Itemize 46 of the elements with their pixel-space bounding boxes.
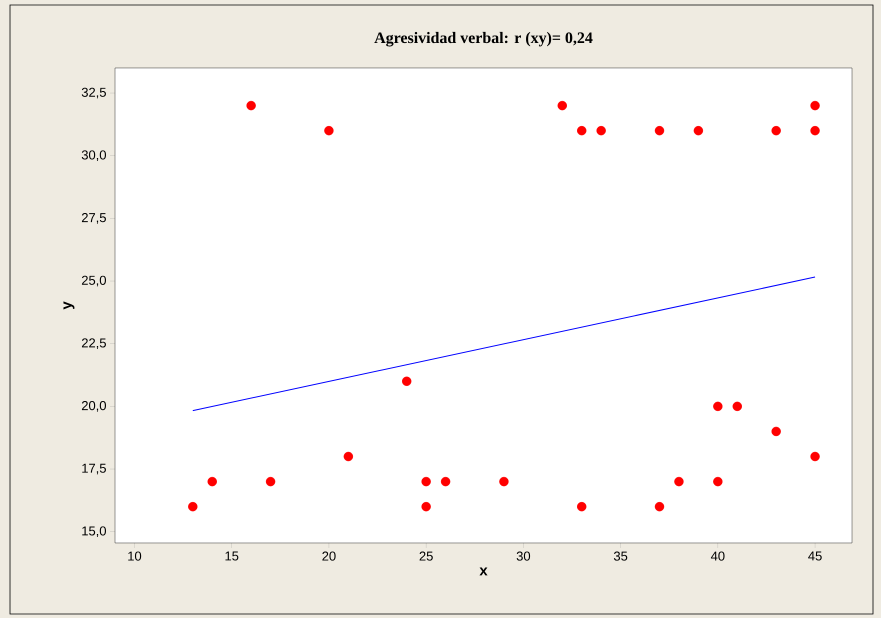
point (694, 126, 704, 136)
y-tick-label: 17,5 (82, 464, 106, 474)
x-tick-label: 45 (808, 552, 822, 561)
y-tick-label: 15,0 (82, 526, 106, 538)
x-tick-label: 15 (225, 552, 238, 561)
y-tick-label: 32,5 (82, 88, 106, 98)
point (324, 126, 334, 136)
x-axis-title: x (479, 568, 488, 576)
point (577, 502, 586, 512)
point (499, 476, 509, 486)
chart-title: Agresividad verbal: r (xy)= 0,24 (374, 32, 593, 46)
y-tick-label: 30,0 (82, 150, 106, 162)
x-tick-label: 10 (128, 552, 142, 561)
point (246, 100, 256, 110)
point (771, 426, 781, 436)
point (596, 126, 606, 136)
point (421, 476, 431, 486)
point (421, 502, 431, 512)
point (266, 476, 276, 486)
point (654, 126, 664, 136)
point (188, 502, 198, 512)
point (713, 476, 723, 486)
point (810, 100, 820, 110)
point (577, 126, 586, 136)
point (344, 452, 354, 462)
point (810, 452, 820, 462)
point (771, 126, 781, 136)
x-tick-label: 20 (322, 552, 336, 561)
point (732, 402, 742, 412)
x-tick-label: 25 (420, 552, 433, 561)
point (208, 476, 217, 486)
y-axis-title: y (63, 301, 74, 310)
x-tick-label: 35 (614, 552, 628, 561)
point (713, 402, 723, 412)
point (810, 126, 820, 136)
y-tick-label: 20,0 (82, 401, 106, 412)
y-tick-label: 27,5 (82, 213, 106, 224)
x-tick-label: 40 (710, 552, 725, 561)
point (402, 376, 412, 386)
y-tick-label: 25,0 (82, 276, 106, 286)
point (558, 100, 567, 110)
point (674, 476, 684, 486)
point (654, 502, 664, 512)
x-tick-label: 30 (516, 552, 530, 561)
point (440, 476, 450, 486)
y-tick-label: 22,5 (82, 338, 106, 350)
